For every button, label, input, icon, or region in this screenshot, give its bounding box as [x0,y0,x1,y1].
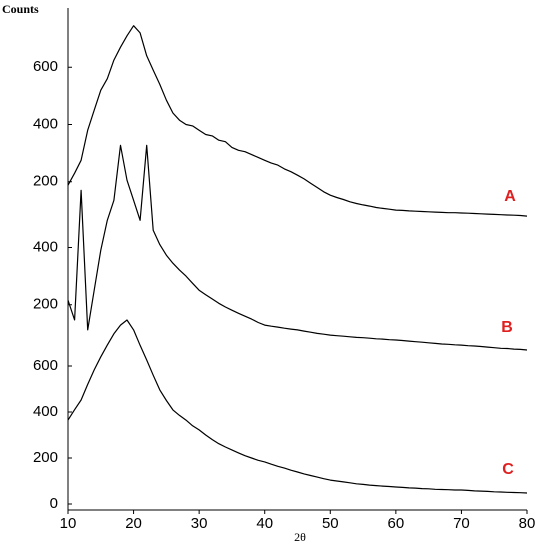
x-tick-label: 30 [191,515,208,532]
x-tick-label: 20 [125,515,142,532]
xrd-curve [67,25,528,217]
y-tick-label: 200 [33,449,58,466]
y-tick-label: 600 [33,58,58,75]
x-tick-label: 40 [256,515,273,532]
x-axis-label: 2θ [294,530,306,544]
x-tick-label: 10 [60,515,77,532]
x-tick-label: 60 [388,515,405,532]
xrd-curve [67,319,528,494]
x-tick-label: 80 [519,515,536,532]
x-tick-label: 50 [322,515,339,532]
y-tick-label: 200 [33,173,58,190]
x-tick-label: 70 [453,515,470,532]
curve-label: B [501,319,513,336]
y-tick-label: 600 [33,357,58,374]
xrd-curve [67,144,528,351]
y-tick-label: 200 [33,296,58,313]
y-tick-label: 400 [33,115,58,132]
y-axis-label: Counts [2,2,39,16]
curve-label: A [504,188,516,205]
y-tick-label: 400 [33,403,58,420]
y-tick-label: 0 [50,495,58,512]
curve-label: C [502,461,514,478]
y-tick-label: 400 [33,238,58,255]
